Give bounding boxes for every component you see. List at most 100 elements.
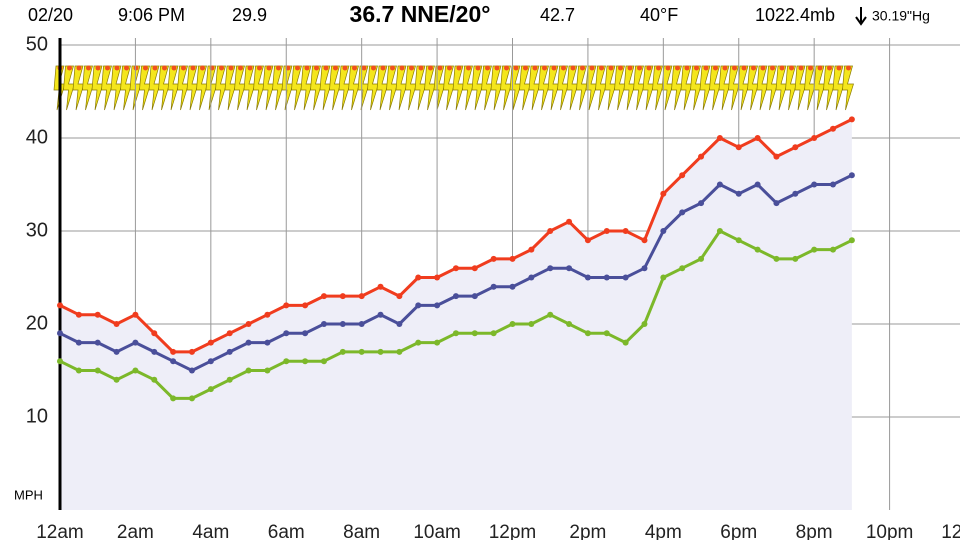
wind-arrow-tip: [76, 65, 82, 71]
data-point: [226, 348, 233, 355]
data-point: [641, 265, 648, 272]
wind-arrow: [367, 65, 379, 111]
wind-arrow-tip: [732, 65, 737, 71]
wind-arrow-tip: [789, 65, 794, 71]
data-point: [754, 181, 761, 188]
wind-arrow-tip: [808, 65, 813, 71]
wind-arrow-tip: [105, 65, 110, 71]
data-point: [151, 348, 158, 355]
wind-arrow: [215, 65, 227, 111]
wind-arrow-tip: [124, 65, 129, 71]
wind-arrow-tip: [684, 65, 690, 71]
data-point: [302, 330, 309, 337]
wind-arrow: [63, 65, 75, 111]
data-point: [528, 246, 535, 253]
wind-arrow: [405, 65, 417, 111]
data-point: [452, 330, 459, 337]
wind-arrow-tip: [95, 65, 101, 71]
data-point: [773, 200, 780, 207]
wind-arrow-tip: [523, 65, 528, 71]
data-point: [811, 135, 818, 141]
data-point: [452, 265, 459, 272]
wind-arrow-tip: [485, 65, 490, 71]
data-point: [188, 348, 195, 355]
wind-arrow: [566, 65, 579, 111]
data-point: [170, 395, 177, 402]
wind-arrow-tip: [314, 65, 319, 71]
wind-arrow: [262, 65, 275, 111]
data-point: [339, 348, 346, 355]
wind-arrow: [623, 65, 636, 111]
data-point: [207, 386, 214, 393]
data-point: [830, 246, 837, 253]
wind-arrow: [785, 65, 797, 111]
data-point: [57, 330, 63, 337]
data-point: [547, 265, 554, 272]
data-point: [792, 255, 799, 262]
wind-arrow: [709, 65, 721, 111]
wind-arrow: [471, 65, 484, 111]
data-point: [170, 348, 177, 355]
wind-arrow-tip: [190, 65, 196, 71]
data-point: [377, 283, 384, 290]
wind-arrow: [547, 65, 560, 111]
data-point: [716, 135, 723, 141]
x-tick-label: 6pm: [720, 522, 757, 540]
data-point: [94, 311, 101, 318]
data-point: [358, 321, 365, 327]
wind-arrow-tip: [409, 65, 414, 71]
wind-arrow-tip: [561, 65, 566, 71]
x-tick-label: 12am: [941, 522, 960, 540]
x-tick-label: 8am: [343, 522, 380, 540]
wind-arrow-tip: [817, 65, 823, 71]
wind-arrow: [224, 65, 237, 111]
data-point: [848, 116, 855, 123]
data-point: [245, 339, 252, 346]
wind-arrow: [395, 65, 408, 111]
wind-arrow-tip: [608, 65, 614, 71]
wind-arrow-tip: [504, 65, 509, 71]
wind-arrow-tip: [599, 65, 604, 71]
wind-arrow-tip: [418, 65, 424, 71]
wind-arrow-tip: [181, 65, 186, 71]
data-point: [679, 172, 686, 179]
wind-arrow: [110, 65, 123, 111]
wind-arrow: [291, 65, 303, 111]
data-point: [302, 302, 309, 309]
wind-arrow-tip: [846, 65, 851, 71]
y-tick-label: 20: [26, 312, 48, 334]
data-point: [207, 358, 214, 365]
data-point: [245, 321, 252, 327]
data-point: [754, 246, 761, 253]
y-tick-label: 30: [26, 219, 48, 241]
wind-arrow-tip: [760, 65, 766, 71]
wind-arrow-tip: [751, 65, 756, 71]
data-point: [358, 348, 365, 355]
data-point: [566, 218, 573, 225]
data-point: [811, 181, 818, 188]
wind-arrow: [747, 65, 759, 111]
wind-arrow-tip: [627, 65, 633, 71]
wind-arrow-tip: [209, 65, 215, 71]
wind-arrow-tip: [143, 65, 148, 71]
wind-arrow-tip: [466, 65, 471, 71]
temperature: 40°F: [640, 5, 678, 25]
data-point: [75, 339, 82, 346]
wind-arrow-tip: [219, 65, 224, 71]
data-point: [320, 293, 327, 300]
wind-arrow-tip: [580, 65, 585, 71]
wind-arrow: [82, 65, 94, 111]
data-point: [584, 274, 591, 281]
wind-arrow: [91, 65, 104, 111]
data-point: [113, 321, 120, 327]
data-point: [434, 274, 441, 281]
x-tick-label: 2pm: [569, 522, 606, 540]
wind-arrow: [186, 65, 199, 111]
x-tick-label: 6am: [268, 522, 305, 540]
wind-arrow-tip: [162, 65, 167, 71]
wind-arrow: [794, 65, 807, 111]
data-point: [434, 339, 441, 346]
data-point: [471, 293, 478, 300]
